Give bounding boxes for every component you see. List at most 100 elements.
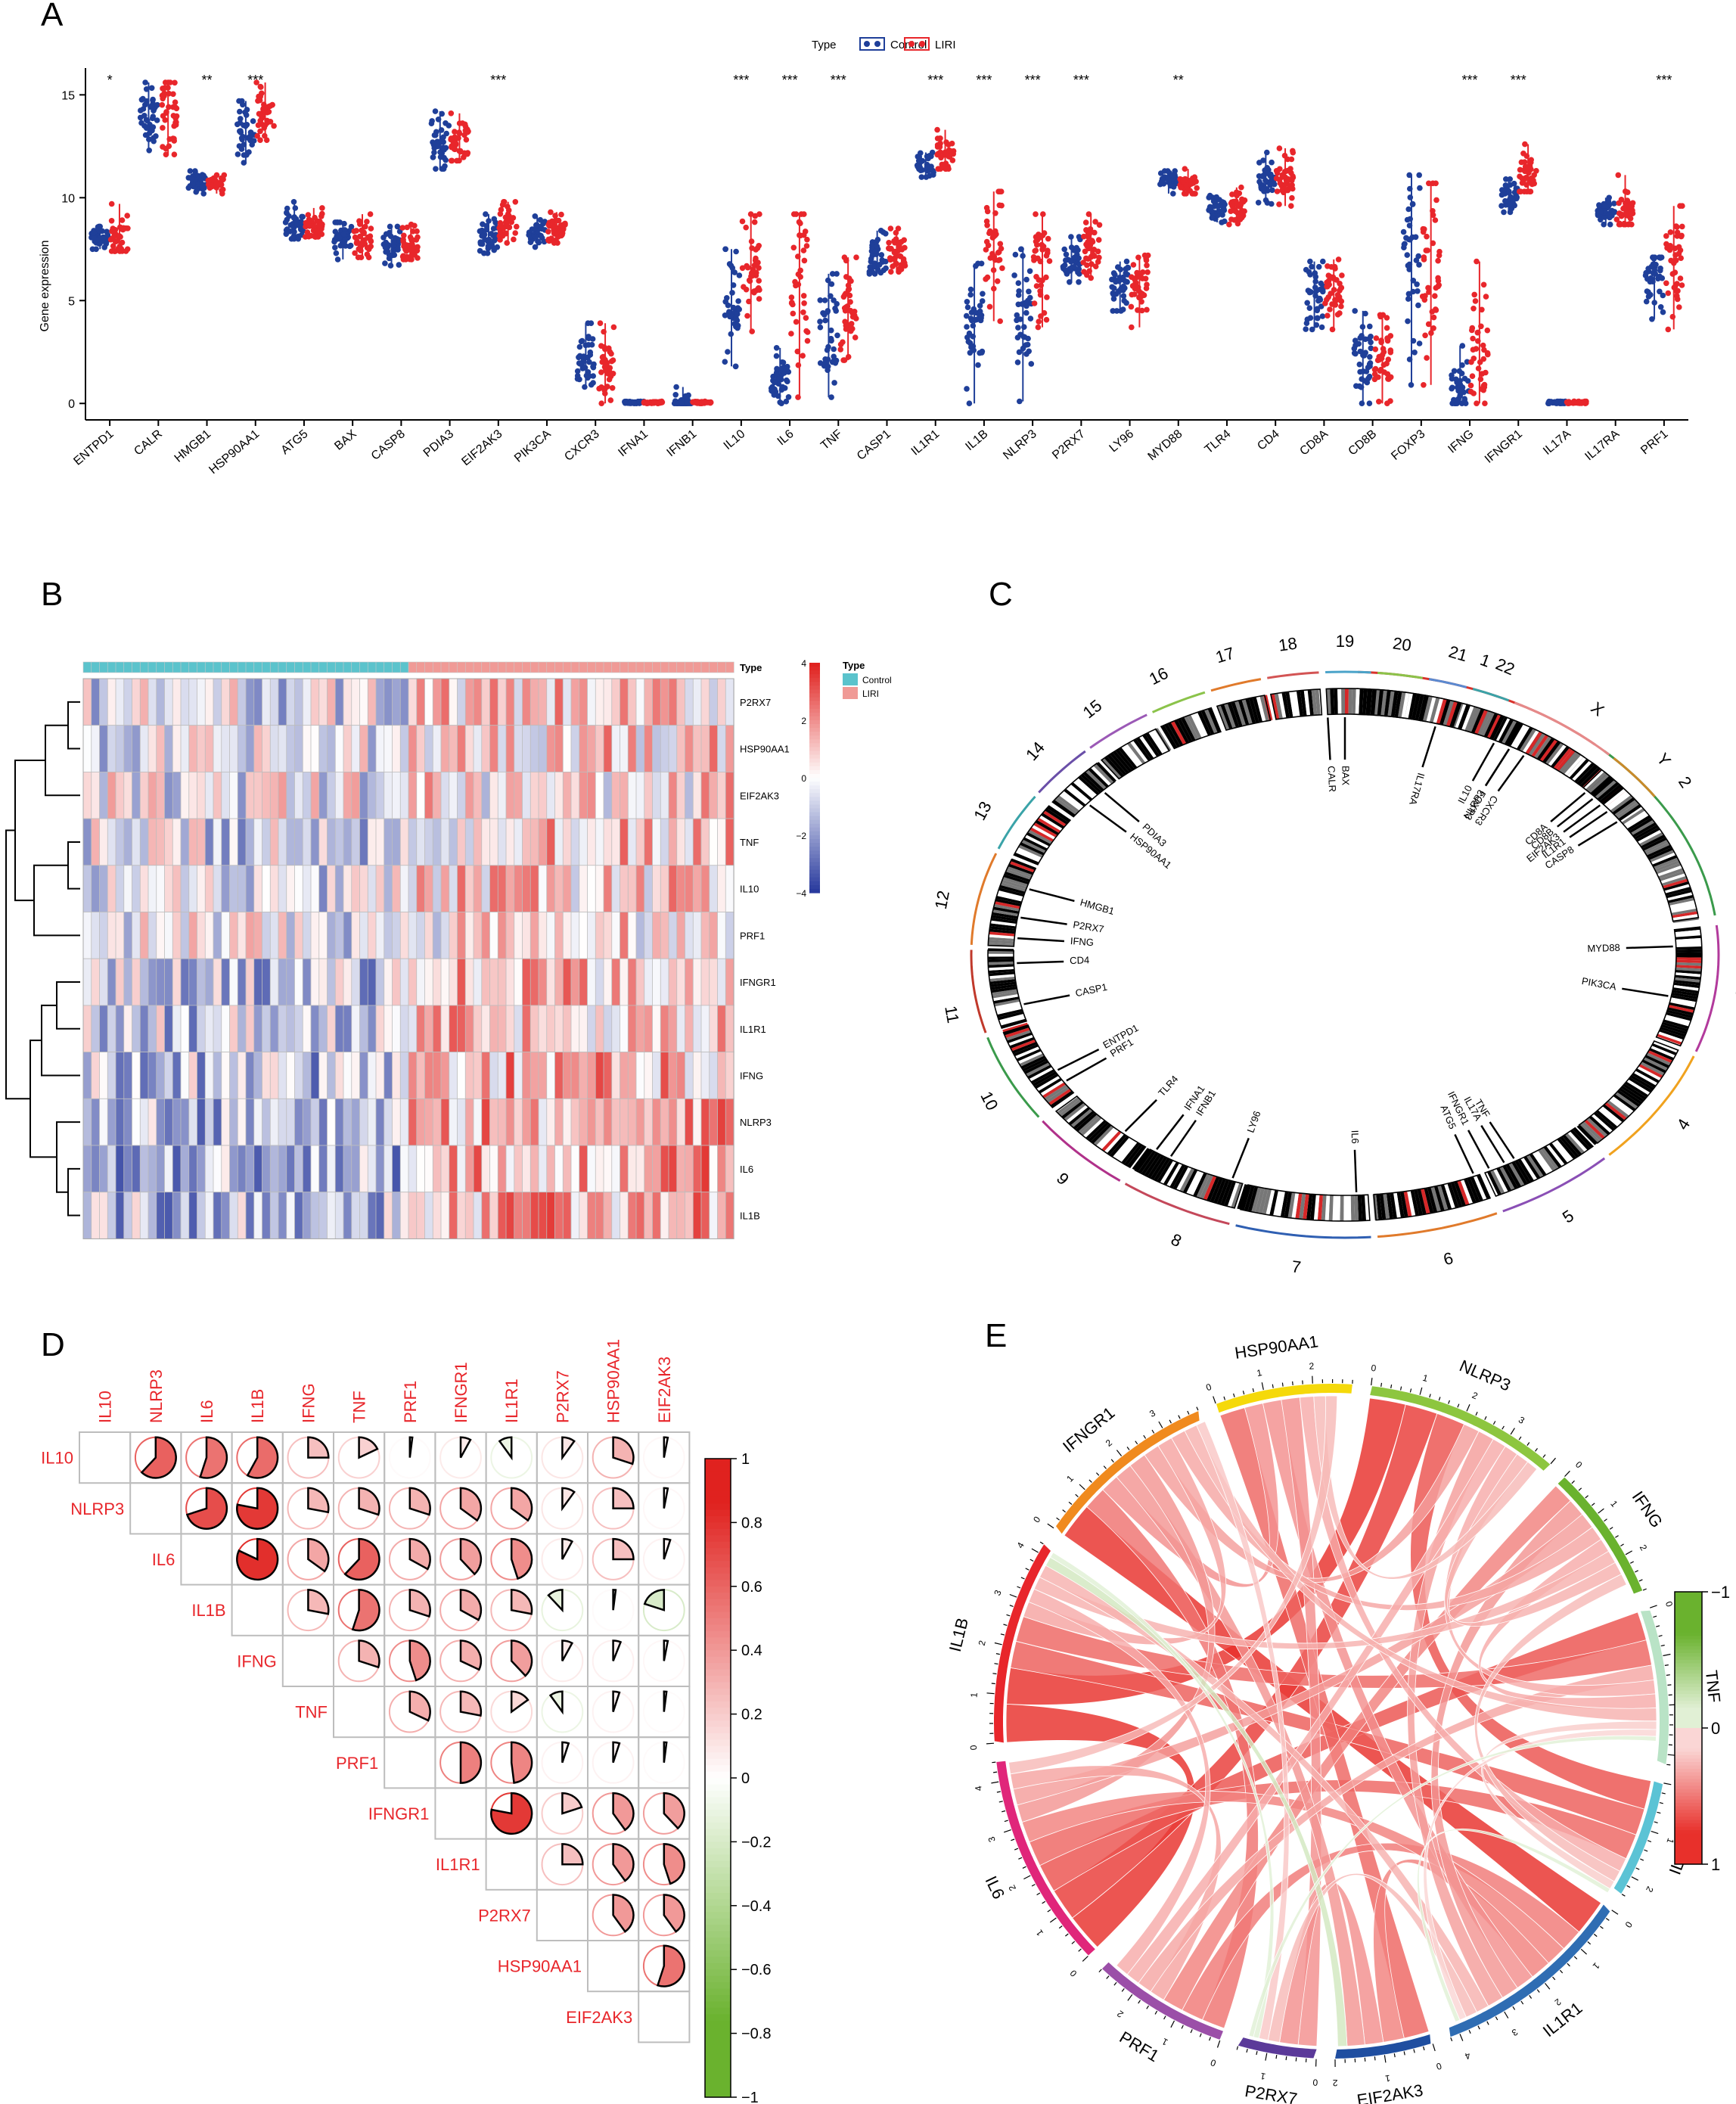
heatmap-cell <box>367 1145 377 1193</box>
heatmap-cell <box>139 678 149 726</box>
heatmap-cell <box>652 1005 661 1053</box>
heatmap-cell <box>644 1052 654 1099</box>
annotation-cell <box>294 661 303 673</box>
colorbar-step <box>809 663 820 667</box>
data-point <box>722 299 728 305</box>
ideogram-band <box>1666 1012 1692 1021</box>
data-point <box>588 320 595 327</box>
heatmap-cell <box>408 912 418 959</box>
heatmap-cell <box>188 1005 198 1053</box>
heatmap-cell <box>367 958 377 1006</box>
data-point <box>771 392 778 398</box>
data-point <box>411 222 418 229</box>
data-point <box>146 130 153 136</box>
heatmap-cell <box>269 772 279 819</box>
data-point <box>992 210 998 216</box>
ideogram-band <box>1588 773 1610 794</box>
heatmap-cell <box>416 1005 426 1053</box>
heatmap-cell <box>327 865 336 912</box>
heatmap-cell <box>286 1005 296 1053</box>
data-point <box>141 113 148 119</box>
data-point <box>1076 271 1082 277</box>
heatmap-cell <box>505 958 515 1006</box>
row-label: IFNG <box>237 1652 277 1670</box>
chromosome-arc <box>986 1036 1040 1118</box>
colorbar-step <box>809 735 820 740</box>
ideogram-band <box>1574 762 1595 783</box>
annotation-cell <box>367 661 377 673</box>
annotation-cell <box>148 661 157 673</box>
heatmap-cell <box>375 912 385 959</box>
heatmap-cell <box>464 1005 474 1053</box>
pie-slice <box>408 1436 414 1458</box>
heatmap-cell <box>318 772 328 819</box>
pie-slice <box>561 1792 583 1815</box>
data-point <box>244 107 250 113</box>
ideogram-band <box>988 966 1014 971</box>
heatmap-cell <box>197 772 206 819</box>
data-point <box>161 92 167 99</box>
data-point <box>1367 354 1373 360</box>
data-point <box>887 225 894 232</box>
heatmap-cell <box>725 865 734 912</box>
heatmap-cell <box>473 678 483 726</box>
heatmap-cell <box>514 772 523 819</box>
ideogram-band <box>1604 1102 1627 1120</box>
data-point <box>408 256 415 263</box>
data-point <box>1309 326 1315 333</box>
heatmap-cell <box>635 865 645 912</box>
data-point <box>1329 326 1336 333</box>
ideogram-band <box>1607 793 1631 811</box>
ideogram-band <box>1093 1125 1114 1146</box>
heatmap-cell <box>554 1052 564 1099</box>
heatmap-cell <box>562 1145 572 1193</box>
heatmap-cell <box>237 818 247 866</box>
ideogram-band <box>1039 815 1063 831</box>
colorbar-step <box>809 693 820 698</box>
data-point <box>1416 262 1422 268</box>
ideogram-band <box>1127 1145 1146 1168</box>
data-point <box>1043 316 1050 323</box>
heatmap-cell <box>717 725 726 772</box>
heatmap-cell <box>457 1192 466 1239</box>
data-point <box>1068 244 1075 250</box>
data-point <box>822 359 829 365</box>
ideogram-band <box>1000 882 1026 892</box>
heatmap-cell <box>529 1052 539 1099</box>
heatmap-cell <box>660 818 669 866</box>
data-point <box>153 133 159 139</box>
heatmap-cell <box>440 818 450 866</box>
legend-liri-swatch <box>843 687 858 699</box>
data-point <box>403 248 409 254</box>
data-point <box>964 324 970 330</box>
ideogram-band <box>1517 1158 1535 1183</box>
ideogram-band <box>1567 1131 1588 1152</box>
panel-a-legend: Type Control LIRI <box>812 37 956 51</box>
ideogram-band <box>1591 1114 1613 1133</box>
chromosome-outline <box>1216 695 1272 732</box>
heatmap-cell <box>464 865 474 912</box>
heatmap-cell <box>464 725 474 772</box>
ideogram-band <box>1629 817 1654 834</box>
data-point <box>290 215 297 221</box>
heatmap-cell <box>473 865 483 912</box>
annotation-cell <box>334 661 344 673</box>
data-point <box>1409 200 1416 207</box>
heatmap-cell <box>497 725 507 772</box>
heatmap-cell <box>505 865 515 912</box>
heatmap-cell <box>180 725 190 772</box>
heatmap-cell <box>204 772 214 819</box>
annotation-cell <box>408 661 418 673</box>
data-point <box>532 213 539 219</box>
heatmap-cell <box>132 818 141 866</box>
data-point <box>789 300 795 306</box>
heatmap-cell <box>82 1098 92 1146</box>
heatmap-cell <box>278 1145 287 1193</box>
data-point <box>970 334 976 340</box>
colorbar-step <box>705 1478 731 1485</box>
heatmap-cell <box>107 678 116 726</box>
data-point <box>1092 263 1099 270</box>
annotation-cell <box>529 661 539 673</box>
annotation-cell <box>611 661 621 673</box>
data-point <box>199 183 206 190</box>
